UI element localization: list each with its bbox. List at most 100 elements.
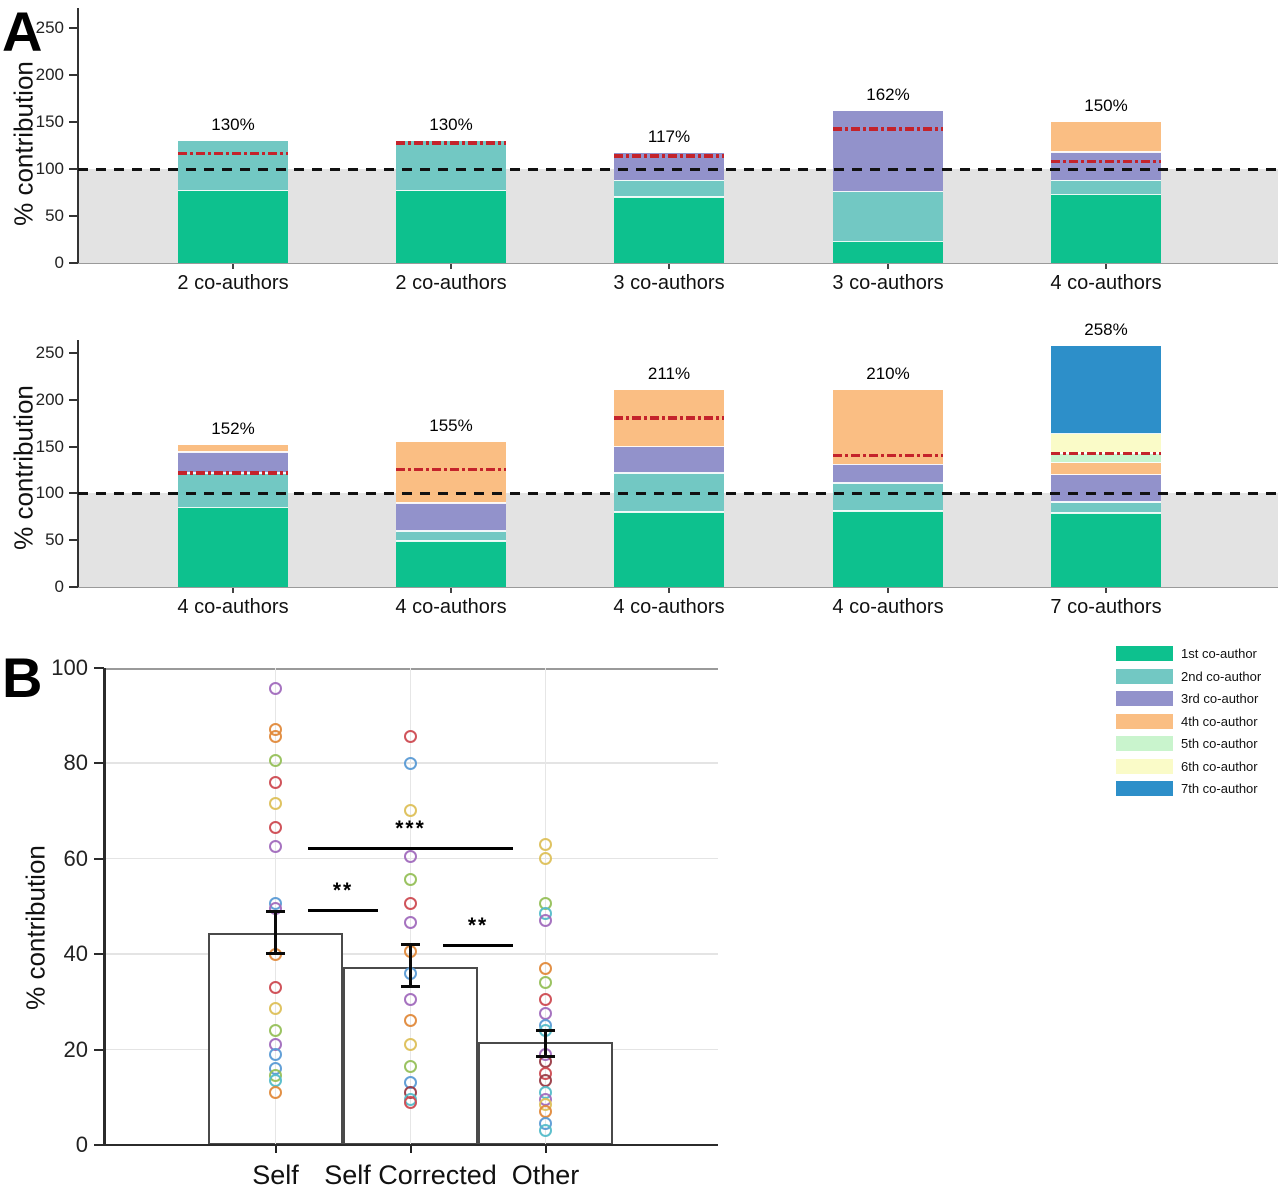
segment-seam — [1051, 179, 1161, 182]
bar-total-label: 162% — [866, 84, 910, 104]
legend-row: 5th co-author — [1116, 736, 1280, 751]
segment-seam — [1051, 461, 1161, 464]
red-dashdot-marker-line — [396, 141, 506, 145]
x-category-label: 7 co-authors — [1050, 596, 1162, 618]
bar-total-label: 152% — [211, 418, 255, 438]
legend-swatch — [1116, 668, 1173, 684]
y-tick-mark — [94, 857, 104, 860]
segment-seam — [178, 451, 288, 453]
scatter-point — [269, 682, 282, 696]
scatter-point — [404, 849, 417, 863]
scatter-point — [269, 1002, 282, 1016]
legend-label: 6th co-author — [1181, 758, 1258, 774]
y-tick-label: 50 — [45, 530, 64, 550]
scatter-point — [269, 1085, 282, 1099]
red-dashdot-marker-line — [178, 471, 288, 475]
x-category-label: 2 co-authors — [395, 272, 507, 294]
error-bar-line — [274, 911, 277, 954]
x-category-label: Other — [511, 1160, 580, 1190]
x-category-label: 4 co-authors — [177, 596, 289, 618]
scatter-point — [404, 1014, 417, 1028]
y-tick-label: 50 — [45, 206, 64, 225]
scatter-point — [269, 797, 282, 811]
scatter-point — [269, 730, 282, 744]
segment-seam — [1051, 432, 1161, 435]
segment-seam — [614, 511, 724, 513]
stacked-segment-coauthor-3 — [1051, 152, 1161, 181]
segment-seam — [614, 472, 724, 474]
scatter-point — [539, 914, 552, 928]
y-tick-mark — [94, 666, 104, 669]
scatter-point — [404, 730, 417, 744]
y-tick-mark — [69, 27, 78, 29]
panel-a-letter: A — [2, 0, 43, 63]
error-bar-cap-top — [401, 943, 420, 947]
error-bar-cap-top — [266, 910, 285, 914]
red-dashdot-marker-line — [833, 127, 943, 131]
legend-swatch — [1116, 781, 1173, 796]
error-bar-cap-bottom — [401, 985, 420, 989]
segment-seam — [1051, 501, 1161, 503]
stacked-segment-coauthor-2 — [178, 140, 288, 191]
red-dashdot-marker-line — [178, 151, 288, 156]
panel-b-bar-scatter-chart: 0 20 40 60 80 100 Self Self Corrected Other ** ***… — [51, 655, 718, 1190]
legend-row: 7th co-author — [1116, 781, 1280, 796]
x-tick-mark — [668, 263, 670, 269]
y-axis-line — [77, 340, 79, 587]
x-category-label: 4 co-authors — [613, 596, 725, 618]
y-tick-label: 150 — [35, 436, 64, 456]
error-bar-cap-bottom — [536, 1054, 555, 1058]
stacked-segment-coauthor-2 — [614, 180, 724, 198]
segment-seam — [614, 179, 724, 182]
y-tick-label: 200 — [35, 65, 64, 84]
scatter-point — [269, 775, 282, 789]
scatter-point — [404, 1059, 417, 1073]
scatter-point — [404, 916, 417, 930]
stacked-segment-coauthor-6 — [1051, 433, 1161, 454]
scatter-point — [269, 820, 282, 834]
bar-total-label: 258% — [1084, 319, 1128, 339]
y-tick-mark — [69, 74, 78, 76]
legend-label: 2nd co-author — [1181, 668, 1262, 684]
y-tick-label: 250 — [35, 343, 64, 362]
y-tick-label: 40 — [63, 941, 88, 966]
legend-swatch — [1116, 758, 1173, 774]
stacked-segment-coauthor-3 — [178, 452, 288, 473]
scatter-point — [539, 961, 552, 975]
scatter-point — [539, 837, 552, 851]
stacked-segment-coauthor-5 — [1051, 453, 1161, 463]
red-dashdot-marker-line — [1051, 159, 1161, 164]
scatter-point — [269, 840, 282, 854]
stacked-segment-coauthor-2 — [833, 191, 943, 242]
y-tick-label: 0 — [54, 253, 64, 272]
scatter-point — [404, 897, 417, 911]
segment-seam — [1051, 512, 1161, 514]
stacked-segment-coauthor-1 — [178, 190, 288, 263]
segment-seam — [178, 189, 288, 192]
legend-swatch — [1116, 713, 1173, 729]
scatter-point — [404, 804, 417, 818]
red-dashdot-marker-line — [614, 154, 724, 158]
segment-seam — [396, 540, 506, 542]
legend-row: 1st co-author — [1116, 646, 1280, 661]
stacked-segment-coauthor-2 — [833, 483, 943, 512]
scatter-point — [404, 873, 417, 887]
x-category-label: 3 co-authors — [832, 272, 944, 294]
legend-label: 3rd co-author — [1181, 691, 1259, 706]
significance-line — [308, 908, 378, 912]
y-tick-label: 20 — [63, 1036, 88, 1062]
x-tick-mark — [232, 587, 234, 593]
error-bar-line — [544, 1030, 547, 1057]
legend-label: 4th co-author — [1181, 713, 1258, 729]
y-tick-mark — [69, 215, 78, 217]
scatter-point — [269, 980, 282, 994]
segment-seam — [833, 190, 943, 193]
y-tick-label: 250 — [35, 18, 64, 37]
bar-total-label: 210% — [866, 364, 910, 384]
scatter-point — [539, 992, 552, 1006]
x-category-label: Self — [252, 1160, 299, 1190]
x-category-label: Self Corrected — [324, 1160, 497, 1190]
significance-stars: ** — [467, 914, 489, 938]
y-tick-mark — [69, 586, 78, 588]
